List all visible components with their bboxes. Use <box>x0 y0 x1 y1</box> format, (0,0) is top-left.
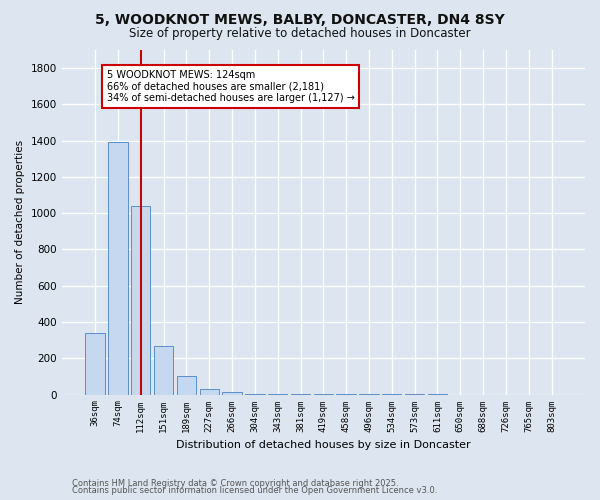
Bar <box>108 142 128 394</box>
Y-axis label: Number of detached properties: Number of detached properties <box>15 140 25 304</box>
Text: 5 WOODKNOT MEWS: 124sqm
66% of detached houses are smaller (2,181)
34% of semi-d: 5 WOODKNOT MEWS: 124sqm 66% of detached … <box>107 70 355 103</box>
Bar <box>200 389 219 394</box>
Bar <box>223 392 242 394</box>
Bar <box>177 376 196 394</box>
Text: Contains HM Land Registry data © Crown copyright and database right 2025.: Contains HM Land Registry data © Crown c… <box>72 478 398 488</box>
Text: 5, WOODKNOT MEWS, BALBY, DONCASTER, DN4 8SY: 5, WOODKNOT MEWS, BALBY, DONCASTER, DN4 … <box>95 12 505 26</box>
Text: Contains public sector information licensed under the Open Government Licence v3: Contains public sector information licen… <box>72 486 437 495</box>
X-axis label: Distribution of detached houses by size in Doncaster: Distribution of detached houses by size … <box>176 440 470 450</box>
Text: Size of property relative to detached houses in Doncaster: Size of property relative to detached ho… <box>129 28 471 40</box>
Bar <box>131 206 151 394</box>
Bar <box>85 333 105 394</box>
Bar <box>154 346 173 395</box>
